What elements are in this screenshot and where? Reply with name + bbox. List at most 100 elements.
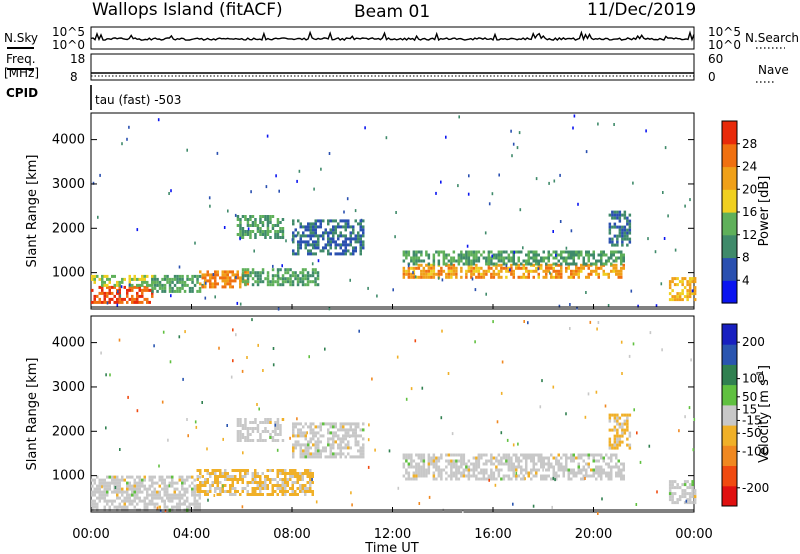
power-sparse-cell — [209, 204, 211, 208]
velocity-cell — [359, 449, 362, 453]
power-cell — [344, 240, 347, 244]
velocity-cell — [171, 499, 174, 503]
velocity-cell — [141, 499, 144, 503]
power-cell — [138, 294, 141, 298]
power-cell — [628, 228, 632, 232]
velocity-cell — [592, 468, 595, 472]
velocity-cell — [199, 487, 202, 490]
velocity-cell — [239, 421, 242, 424]
power-cell — [131, 277, 134, 281]
velocity-cell — [239, 418, 242, 421]
velocity-cell — [623, 431, 627, 435]
power-cell — [693, 280, 697, 284]
velocity-cell — [291, 472, 294, 475]
power-cell — [301, 271, 305, 275]
velocity-cell — [570, 477, 573, 481]
power-echo-region — [199, 270, 249, 289]
velocity-cell — [615, 453, 618, 457]
power-sparse-cell — [667, 214, 669, 218]
velocity-sparse-cell — [552, 385, 555, 389]
velocity-cell — [93, 505, 96, 509]
velocity-cell — [565, 459, 568, 463]
velocity-cell — [261, 487, 264, 490]
power-sparse-cell — [277, 269, 279, 273]
velocity-cell — [254, 487, 257, 490]
nsky-label: N.Sky — [4, 31, 38, 45]
power-cell — [96, 274, 99, 278]
power-cell — [560, 250, 563, 254]
power-cell — [480, 253, 483, 257]
velocity-cell — [214, 475, 217, 478]
power-cell — [259, 218, 262, 221]
velocity-cell — [352, 428, 355, 432]
power-cell — [452, 256, 456, 260]
velocity-cell — [209, 475, 212, 478]
power-cell — [259, 274, 262, 278]
velocity-cell — [357, 422, 360, 426]
velocity-cell — [158, 475, 161, 479]
velocity-cell — [445, 471, 448, 475]
velocity-cell — [342, 446, 345, 450]
power-cell — [465, 262, 468, 266]
power-cell — [186, 274, 189, 278]
power-cell — [309, 222, 312, 226]
power-colorbar-tick-label: 20 — [742, 182, 757, 196]
power-cell — [410, 256, 413, 260]
velocity-cell — [118, 484, 121, 488]
power-cell — [450, 266, 453, 270]
velocity-cell — [136, 502, 139, 506]
velocity-cell — [359, 452, 362, 456]
velocity-cell — [178, 505, 181, 509]
velocity-cell — [259, 433, 262, 436]
power-cell — [143, 274, 146, 278]
velocity-cell — [432, 477, 436, 481]
velocity-cell — [138, 487, 141, 491]
power-cell — [204, 273, 207, 277]
velocity-cell — [266, 430, 270, 433]
power-cell — [410, 275, 413, 279]
power-cell — [309, 252, 312, 256]
power-cell — [427, 256, 431, 260]
velocity-sparse-cell — [405, 397, 408, 401]
velocity-cell — [327, 437, 330, 441]
power-cell — [246, 274, 250, 278]
velocity-cell — [617, 465, 620, 469]
velocity-cell — [470, 474, 473, 478]
power-cell — [580, 263, 583, 267]
velocity-cell — [309, 469, 312, 472]
power-cell — [289, 268, 292, 272]
power-cell — [412, 269, 416, 273]
power-sparse-cell — [157, 118, 160, 122]
velocity-sparse-cell — [184, 330, 186, 334]
power-cell — [244, 274, 247, 278]
power-cell — [671, 298, 674, 302]
power-cell — [249, 271, 252, 275]
velocity-cell — [131, 490, 134, 494]
velocity-cell — [445, 459, 448, 463]
velocity-cell — [176, 505, 179, 509]
velocity-cell — [332, 425, 335, 429]
power-cell — [412, 253, 416, 257]
velocity-sparse-cell — [105, 426, 107, 430]
power-cell — [101, 288, 104, 292]
velocity-cell — [231, 475, 234, 478]
power-cell — [560, 275, 563, 279]
power-cell — [410, 272, 413, 276]
velocity-cell — [610, 471, 613, 475]
power-cell — [301, 277, 305, 281]
power-colorbar-tick-label: 16 — [742, 205, 757, 219]
velocity-cell — [317, 449, 320, 453]
velocity-sparse-cell — [226, 424, 228, 427]
power-cell — [239, 282, 242, 286]
power-cell — [555, 275, 558, 279]
velocity-cell — [477, 465, 481, 469]
velocity-cell — [475, 477, 478, 481]
velocity-cell — [314, 452, 317, 456]
velocity-cell — [339, 443, 342, 447]
velocity-cell — [126, 493, 129, 497]
velocity-cell — [131, 487, 134, 491]
velocity-cell — [136, 493, 139, 497]
velocity-cell — [467, 468, 471, 472]
power-cell — [502, 256, 506, 260]
